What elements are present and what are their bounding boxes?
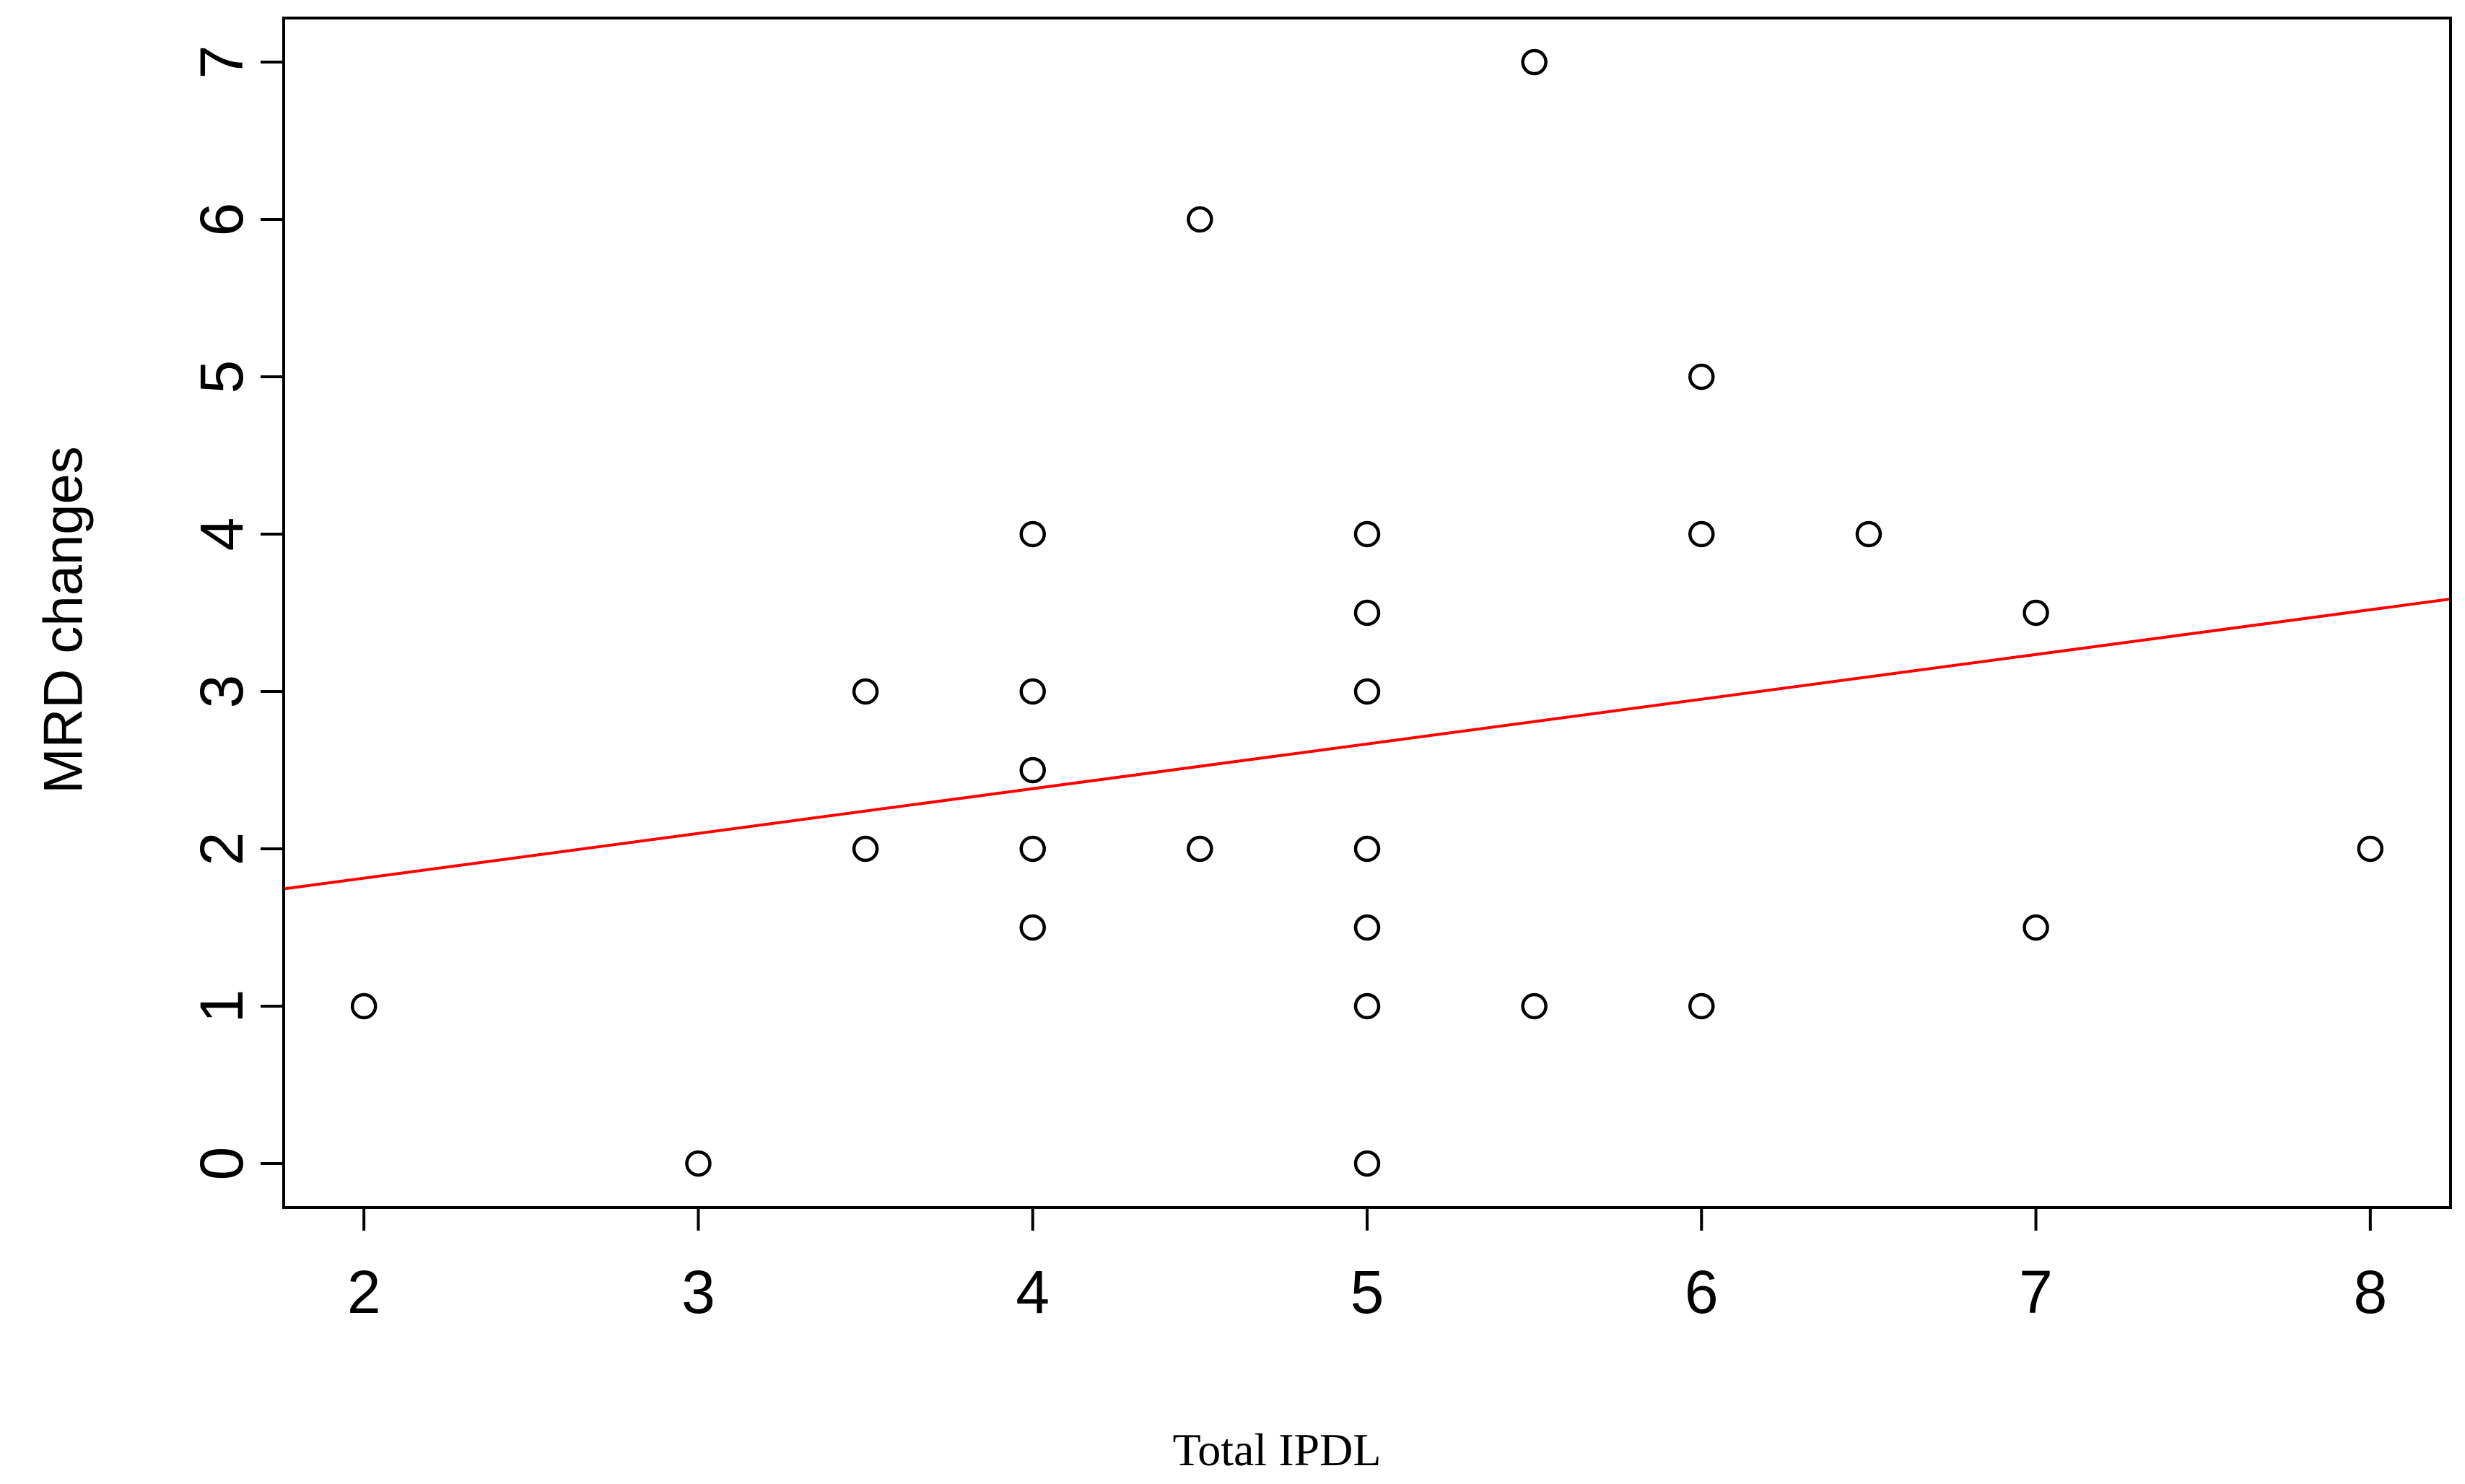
x-tick-label: 4 (1016, 1258, 1050, 1326)
data-points (350, 48, 2384, 1177)
data-point (1187, 206, 1213, 233)
x-axis: 2 3 4 5 6 7 8 (347, 1208, 2387, 1326)
data-point (852, 835, 879, 863)
data-point (685, 1150, 712, 1177)
data-point (1353, 678, 1381, 705)
y-tick-label: 2 (188, 832, 256, 866)
data-point (852, 678, 879, 705)
x-tick-label: 6 (1685, 1258, 1719, 1326)
regression-line (283, 597, 2451, 891)
y-tick-label: 7 (188, 45, 256, 79)
data-point (1688, 992, 1715, 1020)
data-point (1019, 914, 1046, 941)
y-axis-label: MRD changes (33, 446, 95, 794)
x-tick-label: 7 (2019, 1258, 2053, 1326)
x-axis-label: Total IPDL (1173, 1424, 1382, 1475)
data-point (1353, 1150, 1381, 1177)
data-point (1688, 363, 1715, 390)
y-tick-label: 5 (188, 360, 256, 394)
data-point (1855, 520, 1882, 548)
x-tick-label: 8 (2353, 1258, 2387, 1326)
trend-line-layer (283, 597, 2451, 891)
y-tick-label: 4 (188, 518, 256, 551)
data-point (1019, 835, 1046, 863)
data-point (1521, 48, 1548, 76)
data-point (1019, 520, 1046, 548)
data-point (1353, 599, 1381, 627)
data-point (1688, 520, 1715, 548)
x-tick-label: 3 (681, 1258, 715, 1326)
data-point (1019, 756, 1046, 784)
data-point (1521, 992, 1548, 1020)
y-tick-label: 0 (188, 1147, 256, 1181)
data-point (1019, 678, 1046, 705)
data-point (1187, 835, 1213, 863)
y-tick-label: 3 (188, 675, 256, 709)
y-axis: 0 1 2 3 4 5 6 7 (188, 45, 284, 1181)
data-point (350, 992, 378, 1020)
x-tick-label: 5 (1351, 1258, 1384, 1326)
data-point (2023, 599, 2049, 627)
data-point (1353, 992, 1381, 1020)
data-point (1353, 914, 1381, 941)
data-point (1353, 520, 1381, 548)
data-point (2357, 835, 2384, 863)
data-point (1353, 835, 1381, 863)
y-tick-label: 1 (188, 990, 256, 1023)
y-tick-label: 6 (188, 203, 256, 237)
data-point (2023, 914, 2049, 941)
x-tick-label: 2 (347, 1258, 381, 1326)
